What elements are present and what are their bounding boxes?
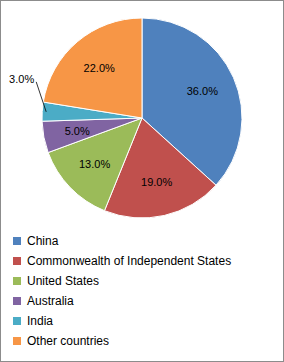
legend-swatch — [13, 237, 21, 245]
data-label: 13.0% — [79, 158, 110, 170]
chart-container: 36.0% 19.0% 13.0% 5.0% 3.0% 22.0% China Commonw… — [0, 0, 284, 362]
slices — [42, 18, 242, 218]
legend-swatch — [13, 257, 21, 265]
pie-slice — [42, 118, 142, 153]
chart-svg: 36.0% 19.0% 13.0% 5.0% 3.0% 22.0% China Commonw… — [0, 0, 284, 362]
legend-label: United States — [27, 274, 99, 288]
legend: China Commonwealth of Independent States U… — [13, 234, 231, 348]
legend-swatch — [13, 337, 21, 345]
data-label: 22.0% — [84, 62, 115, 74]
data-label: 5.0% — [65, 125, 90, 137]
legend-swatch — [13, 297, 21, 305]
legend-label: Australia — [27, 294, 74, 308]
chart-frame — [1, 1, 284, 362]
legend-swatch — [13, 317, 21, 325]
legend-label: Other countries — [27, 334, 109, 348]
legend-label: India — [27, 314, 53, 328]
legend-label: Commonwealth of Independent States — [27, 254, 231, 268]
legend-swatch — [13, 277, 21, 285]
pie-slice — [43, 18, 142, 118]
data-label: 3.0% — [9, 73, 34, 85]
legend-label: China — [27, 234, 59, 248]
data-label: 19.0% — [141, 176, 172, 188]
data-labels: 36.0% 19.0% 13.0% 5.0% 3.0% 22.0% — [9, 62, 218, 189]
leader-line — [36, 82, 46, 112]
data-label: 36.0% — [187, 85, 218, 97]
